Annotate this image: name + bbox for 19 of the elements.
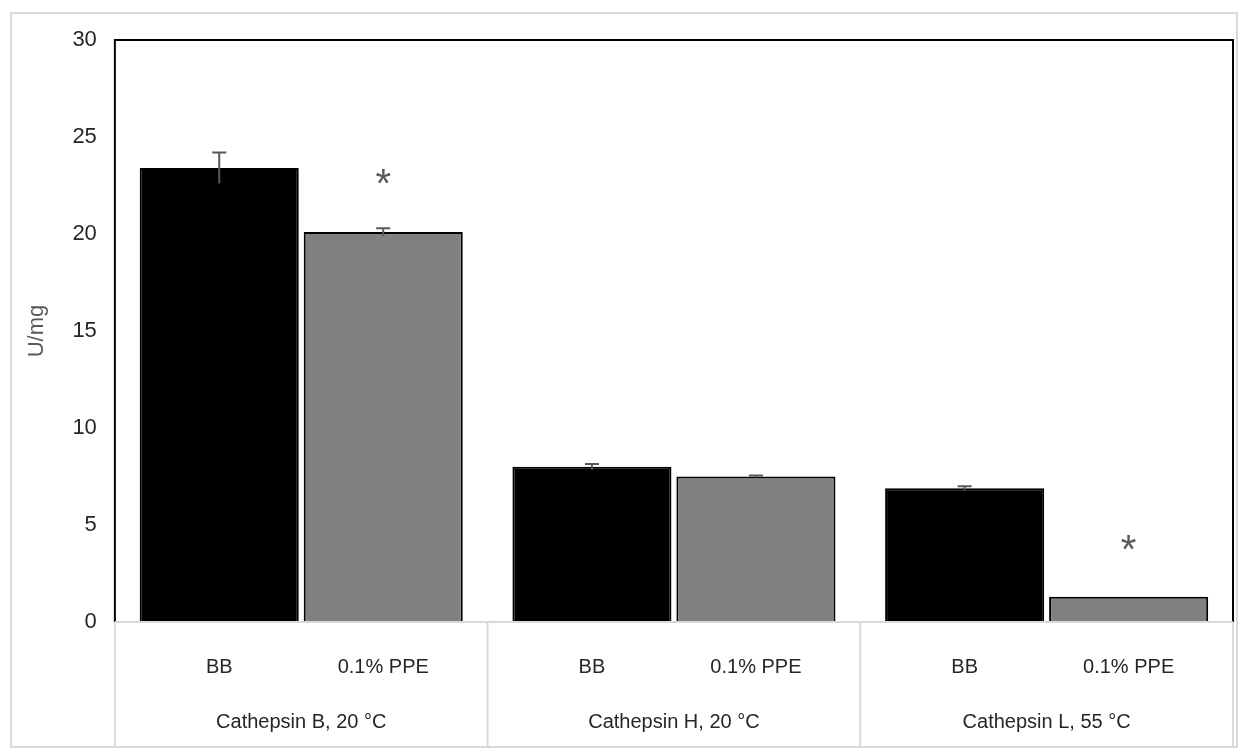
text: BB xyxy=(578,654,606,677)
y-tick-label: 15 xyxy=(72,317,97,343)
text: BB xyxy=(951,654,978,677)
y-tick-label: 30 xyxy=(72,26,97,52)
series-label: 0.1% PPE xyxy=(337,654,429,677)
text: 0.1% PPE xyxy=(710,654,802,677)
y-tick-label: 25 xyxy=(72,123,97,149)
y-tick-label: 10 xyxy=(72,414,97,440)
series-label: BB xyxy=(205,654,233,677)
text: 0.1% PPE xyxy=(1083,654,1175,677)
annotation: * xyxy=(1120,527,1137,572)
x-tick-label: Cathepsin B, 20 °C xyxy=(216,709,387,732)
x-tick-label: Cathepsin H, 20 °C xyxy=(588,709,760,732)
y-tick-label: 20 xyxy=(72,220,97,246)
y-tick-label: 0 xyxy=(84,608,97,634)
y-tick-label: 5 xyxy=(84,511,97,537)
x-tick-label: Cathepsin L, 55 °C xyxy=(962,709,1131,732)
y-axis-title: U/mg xyxy=(23,304,49,358)
annotation: * xyxy=(375,160,392,205)
